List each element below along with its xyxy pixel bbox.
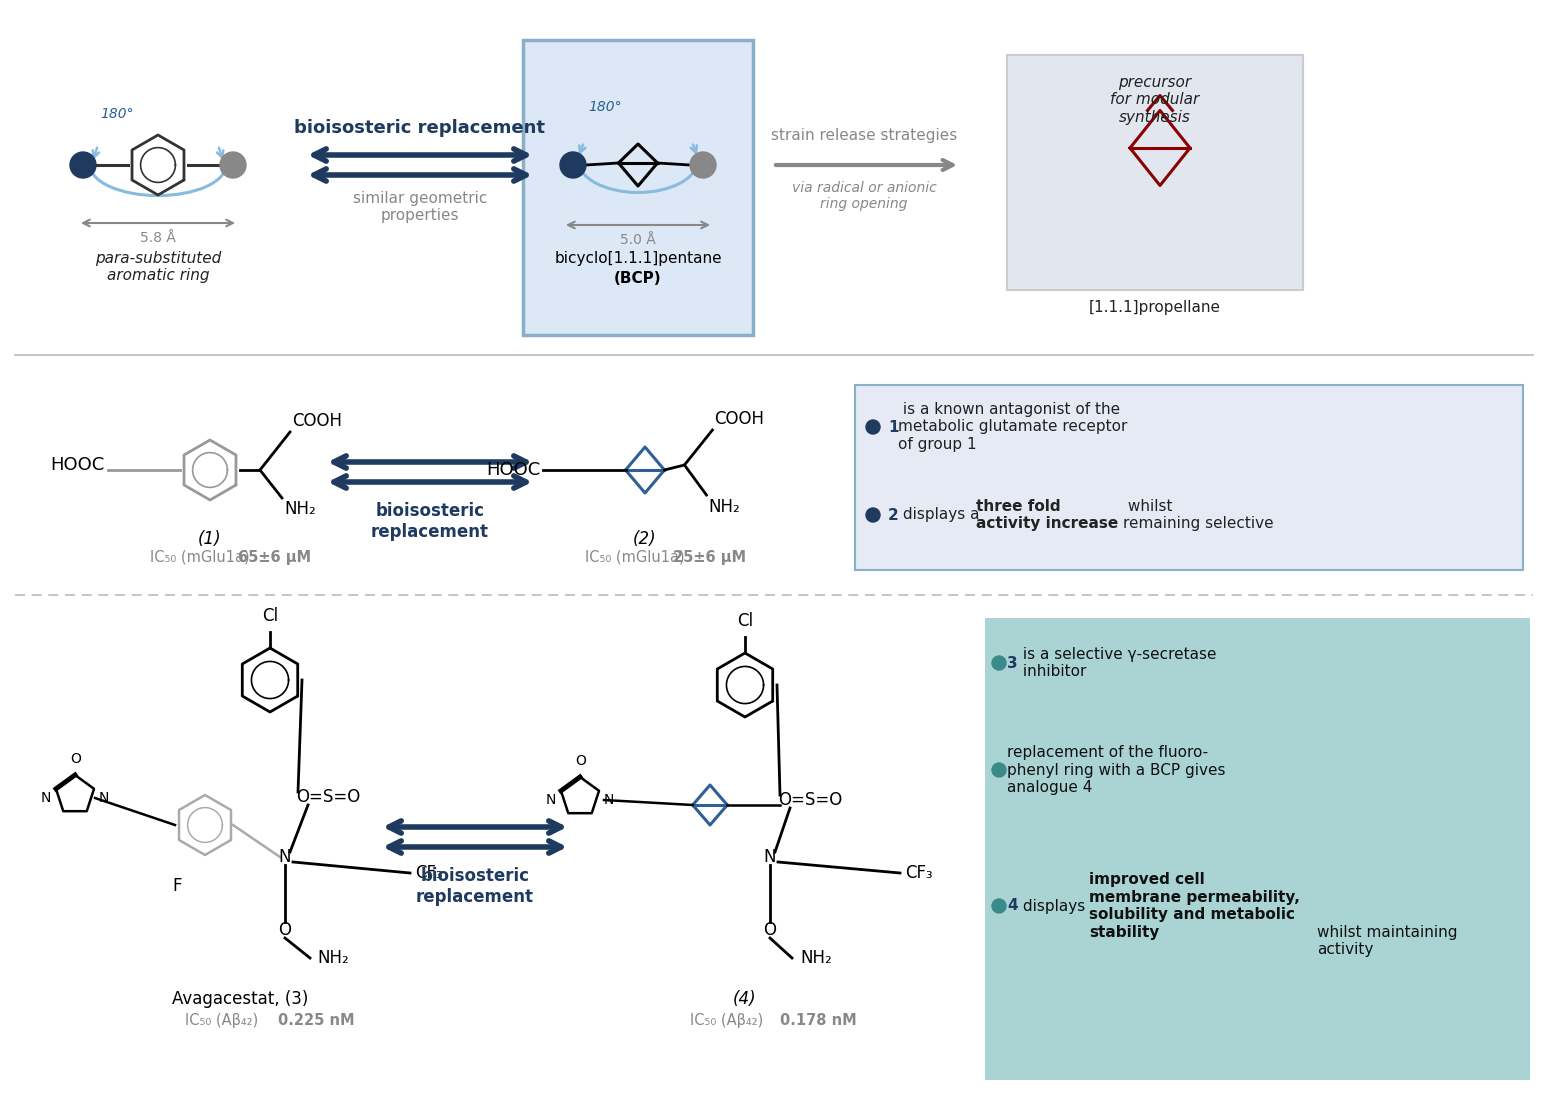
- Text: 180°: 180°: [101, 107, 133, 121]
- Circle shape: [992, 763, 1006, 777]
- Text: HOOC: HOOC: [486, 461, 540, 479]
- Text: O: O: [576, 754, 587, 768]
- Text: O=S=O: O=S=O: [296, 788, 361, 806]
- Text: bioisosteric
replacement: bioisosteric replacement: [416, 867, 534, 906]
- Text: Avagacestat, (3): Avagacestat, (3): [172, 990, 308, 1008]
- Text: 1: 1: [889, 420, 898, 435]
- Text: (BCP): (BCP): [615, 271, 663, 286]
- Text: N: N: [763, 848, 776, 866]
- Text: (2): (2): [633, 530, 656, 548]
- Circle shape: [220, 152, 246, 178]
- Text: replacement of the fluoro-
phenyl ring with a BCP gives
analogue 4: replacement of the fluoro- phenyl ring w…: [1008, 745, 1226, 795]
- Text: is a known antagonist of the
metabolic glutamate receptor
of group 1: is a known antagonist of the metabolic g…: [898, 402, 1127, 452]
- Text: para-substituted
aromatic ring: para-substituted aromatic ring: [94, 251, 221, 283]
- Text: 0.225 nM: 0.225 nM: [279, 1013, 354, 1028]
- Text: via radical or anionic
ring opening: via radical or anionic ring opening: [791, 182, 937, 211]
- Text: 5.0 Å: 5.0 Å: [621, 232, 656, 247]
- Text: O: O: [279, 921, 291, 939]
- Text: CF₃: CF₃: [906, 863, 932, 882]
- Text: bioisosteric
replacement: bioisosteric replacement: [372, 501, 489, 541]
- Text: 0.178 nM: 0.178 nM: [780, 1013, 856, 1028]
- Text: CF₃: CF₃: [415, 863, 443, 882]
- Text: bioisosteric replacement: bioisosteric replacement: [294, 118, 545, 137]
- Text: N: N: [40, 792, 51, 805]
- Text: whilst maintaining
activity: whilst maintaining activity: [1317, 924, 1458, 958]
- FancyBboxPatch shape: [854, 385, 1523, 570]
- Text: N: N: [545, 793, 556, 807]
- Text: NH₂: NH₂: [317, 949, 348, 968]
- Circle shape: [865, 420, 879, 434]
- FancyBboxPatch shape: [1008, 55, 1303, 290]
- Circle shape: [560, 152, 587, 178]
- Text: displays: displays: [1019, 899, 1090, 913]
- Text: N: N: [279, 848, 291, 866]
- Text: HOOC: HOOC: [51, 456, 105, 474]
- Text: (1): (1): [198, 530, 221, 548]
- Text: NH₂: NH₂: [283, 500, 316, 518]
- Text: NH₂: NH₂: [800, 949, 831, 968]
- FancyBboxPatch shape: [523, 40, 752, 335]
- Text: COOH: COOH: [293, 412, 342, 430]
- Text: strain release strategies: strain release strategies: [771, 128, 957, 143]
- Text: O=S=O: O=S=O: [779, 792, 842, 809]
- Text: displays a: displays a: [898, 507, 985, 523]
- Text: [1.1.1]propellane: [1.1.1]propellane: [1088, 300, 1221, 315]
- FancyBboxPatch shape: [985, 618, 1529, 1080]
- Text: three fold
activity increase: three fold activity increase: [975, 499, 1118, 531]
- Text: N: N: [604, 793, 615, 807]
- Text: F: F: [172, 877, 181, 894]
- Text: (4): (4): [734, 990, 757, 1008]
- Text: IC₅₀ (Aβ₄₂): IC₅₀ (Aβ₄₂): [690, 1013, 768, 1028]
- Text: O: O: [71, 752, 82, 766]
- Text: is a selective γ-secretase
 inhibitor: is a selective γ-secretase inhibitor: [1019, 646, 1217, 680]
- Text: whilst
remaining selective: whilst remaining selective: [1122, 499, 1274, 531]
- Circle shape: [70, 152, 96, 178]
- Text: Cl: Cl: [262, 607, 279, 625]
- Text: 25±6 μM: 25±6 μM: [673, 550, 746, 565]
- Text: IC₅₀ (mGlu1a): IC₅₀ (mGlu1a): [150, 550, 254, 565]
- Circle shape: [992, 899, 1006, 913]
- Circle shape: [865, 508, 879, 523]
- Text: 180°: 180°: [588, 100, 622, 114]
- Text: 4: 4: [1008, 899, 1017, 913]
- Text: similar geometric
properties: similar geometric properties: [353, 192, 488, 224]
- Text: improved cell
membrane permeability,
solubility and metabolic
stability: improved cell membrane permeability, sol…: [1088, 872, 1300, 940]
- Text: IC₅₀ (mGlu1a): IC₅₀ (mGlu1a): [585, 550, 689, 565]
- Text: Cl: Cl: [737, 612, 752, 630]
- Circle shape: [690, 152, 717, 178]
- Text: 2: 2: [889, 507, 899, 523]
- Text: 5.8 Å: 5.8 Å: [139, 231, 176, 245]
- Text: COOH: COOH: [715, 410, 765, 428]
- Text: IC₅₀ (Aβ₄₂): IC₅₀ (Aβ₄₂): [186, 1013, 263, 1028]
- Text: O: O: [763, 921, 777, 939]
- Text: NH₂: NH₂: [709, 498, 740, 516]
- Circle shape: [992, 656, 1006, 670]
- Text: bicyclo[1.1.1]pentane: bicyclo[1.1.1]pentane: [554, 251, 721, 266]
- Text: 65±6 μM: 65±6 μM: [238, 550, 311, 565]
- Text: 3: 3: [1008, 655, 1017, 671]
- Text: N: N: [99, 792, 110, 805]
- Text: precursor
for modular
synthesis: precursor for modular synthesis: [1110, 75, 1200, 125]
